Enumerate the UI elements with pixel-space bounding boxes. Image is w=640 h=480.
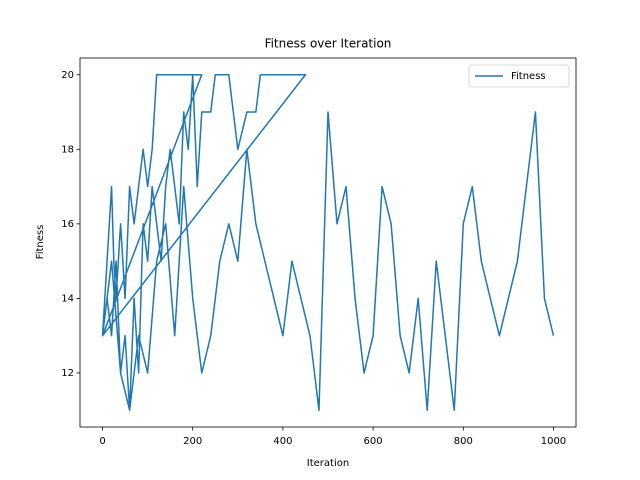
x-tick-label: 1000 — [541, 436, 566, 447]
legend-box — [468, 64, 570, 88]
x-tick-label: 400 — [273, 436, 292, 447]
x-tick-label: 0 — [99, 436, 105, 447]
y-tick-label: 12 — [61, 368, 74, 379]
y-tick-label: 16 — [61, 219, 74, 230]
x-tick-label: 600 — [364, 436, 383, 447]
data-line — [101, 74, 555, 411]
y-tick-label: 18 — [61, 144, 74, 155]
y-axis-label: Fitness — [35, 225, 46, 260]
x-axis-label: Iteration — [307, 458, 349, 469]
plot-frame — [79, 57, 577, 428]
chart-title: Fitness over Iteration — [265, 37, 392, 51]
y-tick-label: 14 — [61, 293, 74, 304]
x-tick-label: 200 — [183, 436, 202, 447]
y-tick-label: 20 — [61, 70, 74, 81]
x-tick-label: 800 — [454, 436, 473, 447]
legend-label: Fitness — [511, 71, 546, 82]
